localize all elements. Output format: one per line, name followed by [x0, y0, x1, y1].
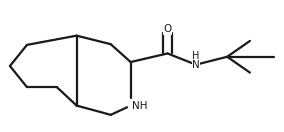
Text: N: N — [192, 60, 200, 70]
Text: H: H — [192, 51, 200, 61]
Text: NH: NH — [132, 101, 148, 111]
Text: O: O — [163, 24, 172, 34]
